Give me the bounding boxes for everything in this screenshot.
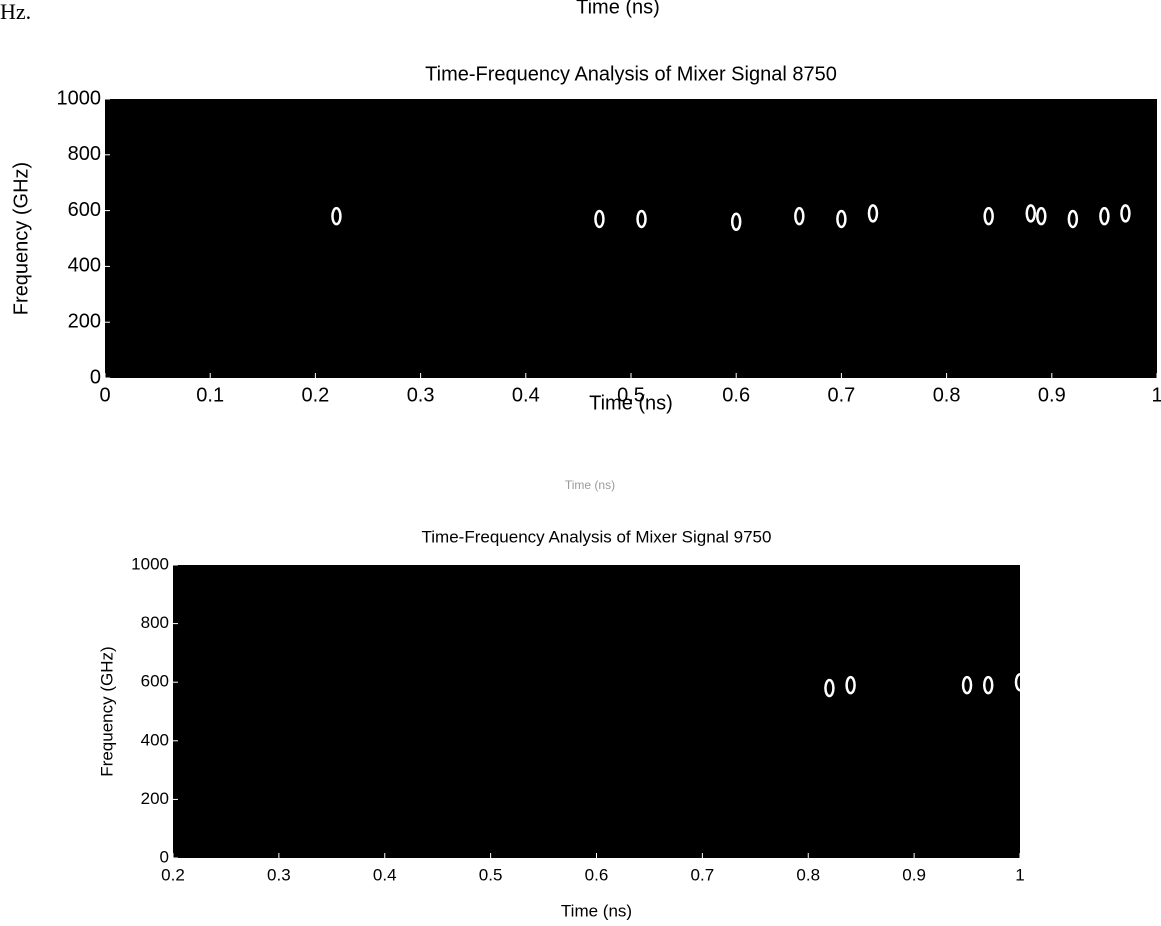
blob (982, 675, 994, 695)
x-tick-label: 0.2 (161, 865, 185, 884)
x-tick-label: 0.4 (373, 865, 397, 884)
blob (636, 209, 647, 229)
x-tick-label: 0.8 (933, 384, 961, 406)
y-tick-label: 400 (68, 255, 101, 277)
chart-title: Time-Frequency Analysis of Mixer Signal … (425, 63, 837, 85)
plot-area (173, 565, 1020, 858)
x-tick-label: 0.7 (691, 865, 715, 884)
x-tick-label: 0 (99, 384, 110, 406)
x-tick-label: 0.9 (902, 865, 926, 884)
y-tick-label: 200 (68, 310, 101, 332)
y-tick-label: 1000 (131, 554, 169, 573)
blob (1099, 206, 1110, 226)
blob (961, 675, 973, 695)
x-tick-label: 0.7 (827, 384, 855, 406)
x-tick-label: 0.1 (196, 384, 224, 406)
blob (794, 206, 805, 226)
blob (836, 209, 847, 229)
blob (594, 209, 605, 229)
blob (867, 204, 879, 223)
blob (845, 675, 856, 695)
y-tick-label: 800 (141, 613, 169, 632)
x-tick-label: 0.5 (479, 865, 503, 884)
y-tick-label: 400 (141, 730, 169, 749)
y-tick-label: 1000 (57, 87, 102, 109)
y-axis-label: Frequency (GHz) (10, 162, 32, 315)
x-tick-label: 0.2 (301, 384, 329, 406)
x-tick-label: 0.8 (796, 865, 820, 884)
x-tick-label: 0.6 (585, 865, 609, 884)
x-tick-label: 0.5 (617, 384, 645, 406)
y-tick-label: 0 (160, 847, 169, 866)
x-tick-label: 1 (1015, 865, 1024, 884)
x-tick-label: 1 (1151, 384, 1161, 406)
text-fragment: Time (ns) (576, 0, 660, 18)
plot-area (105, 99, 1157, 378)
x-tick-label: 0.3 (267, 865, 291, 884)
x-tick-label: 0.4 (512, 384, 540, 406)
blob (1014, 672, 1026, 692)
blob (1067, 209, 1079, 229)
y-tick-label: 600 (141, 672, 169, 691)
y-tick-label: 600 (68, 199, 101, 221)
text-fragment: Hz. (0, 0, 31, 24)
y-tick-label: 200 (141, 789, 169, 808)
chart-title: Time-Frequency Analysis of Mixer Signal … (422, 527, 772, 546)
y-tick-label: 0 (90, 366, 101, 388)
x-axis-label: Time (ns) (589, 392, 673, 414)
blob (1036, 206, 1047, 226)
x-tick-label: 0.6 (722, 384, 750, 406)
blob (730, 212, 742, 232)
blob (824, 678, 835, 698)
x-tick-label: 0.3 (407, 384, 435, 406)
text-fragment: Time (ns) (565, 478, 615, 492)
blob (1025, 204, 1037, 223)
y-tick-label: 800 (68, 143, 101, 165)
blob (1120, 204, 1131, 223)
blob (983, 206, 994, 226)
y-axis-label: Frequency (GHz) (97, 646, 116, 776)
x-axis-label: Time (ns) (561, 901, 632, 920)
x-tick-label: 0.9 (1038, 384, 1066, 406)
blob (331, 206, 342, 226)
